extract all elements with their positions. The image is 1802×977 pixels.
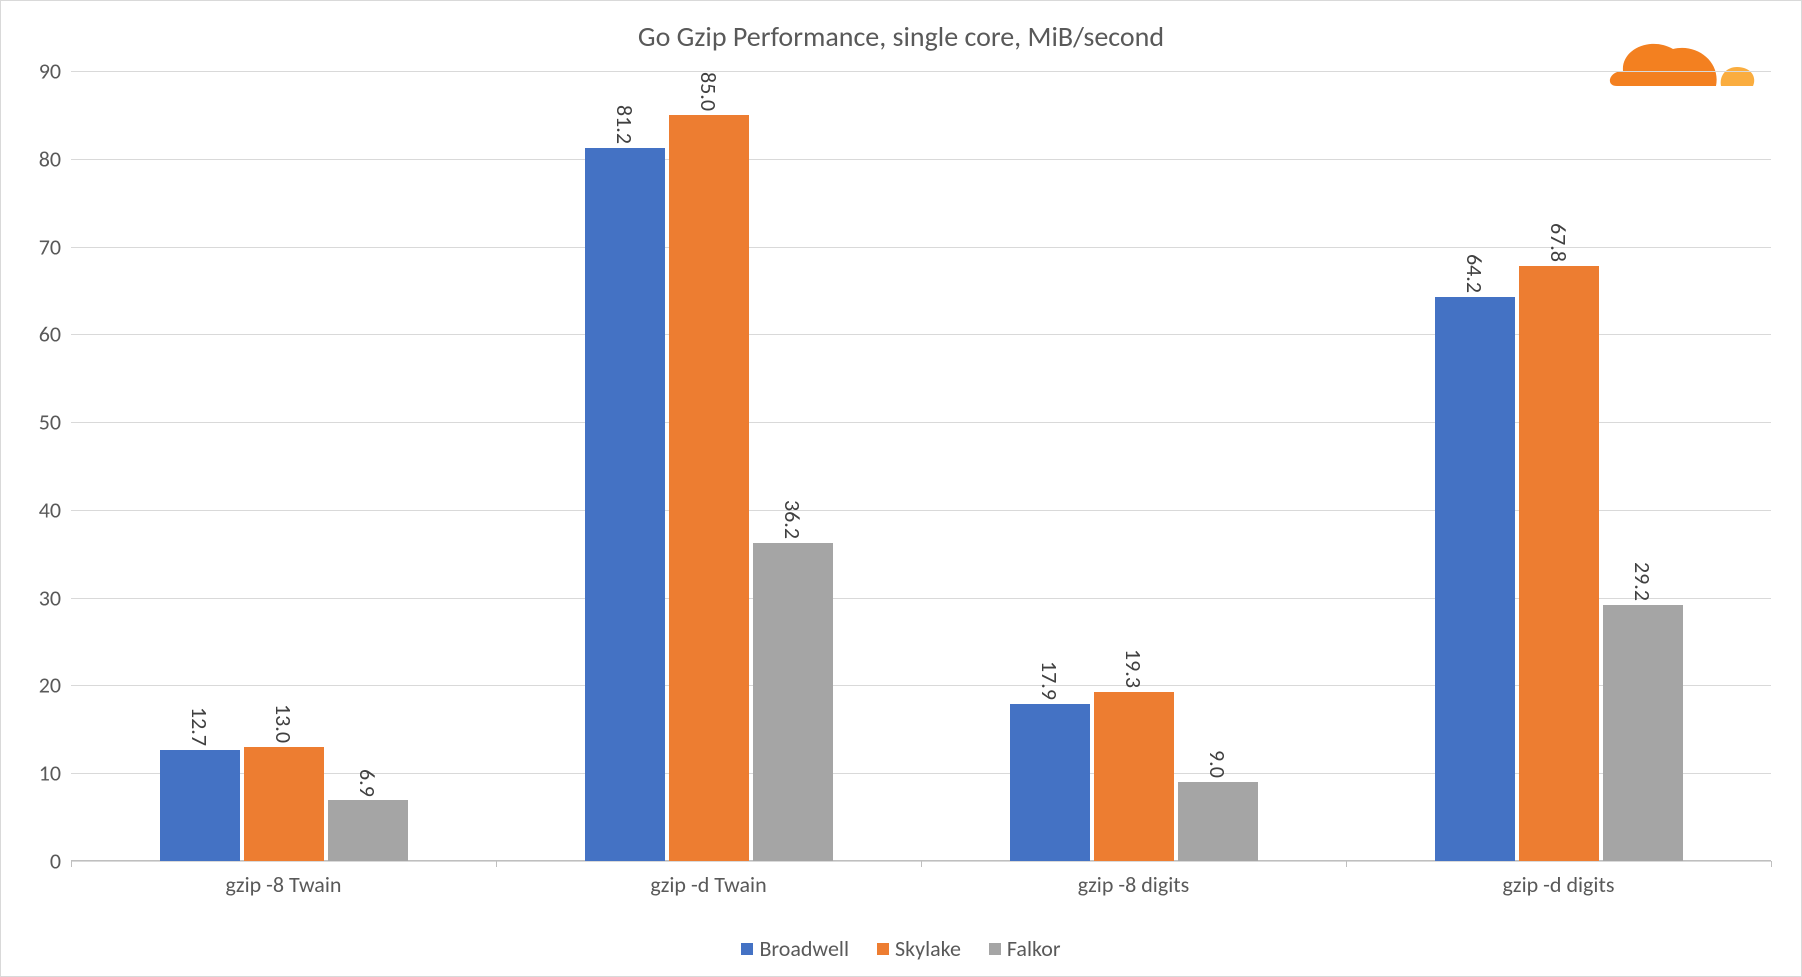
bar: 17.9	[1010, 704, 1090, 861]
data-label: 9.0	[1204, 750, 1231, 778]
bar: 12.7	[160, 750, 240, 861]
legend-label: Falkor	[1007, 935, 1061, 962]
data-label: 36.2	[779, 500, 806, 539]
data-label: 64.2	[1461, 254, 1488, 293]
gridline	[71, 159, 1771, 160]
gridline	[71, 510, 1771, 511]
bar: 85.0	[669, 115, 749, 861]
y-tick-label: 20	[11, 672, 61, 699]
x-tick-label: gzip -d Twain	[650, 871, 766, 898]
y-tick-label: 90	[11, 58, 61, 85]
y-tick-label: 70	[11, 233, 61, 260]
legend-item: Broadwell	[741, 935, 849, 962]
bar: 9.0	[1178, 782, 1258, 861]
y-tick-label: 30	[11, 584, 61, 611]
x-tick-label: gzip -d digits	[1503, 871, 1615, 898]
gridline	[71, 247, 1771, 248]
legend-label: Broadwell	[759, 935, 849, 962]
bar: 64.2	[1435, 297, 1515, 861]
data-label: 29.2	[1629, 562, 1656, 601]
legend-label: Skylake	[895, 935, 961, 962]
y-tick-label: 80	[11, 145, 61, 172]
data-label: 67.8	[1545, 223, 1572, 262]
data-label: 81.2	[611, 105, 638, 144]
chart-title-text: Go Gzip Performance, single core, MiB/se…	[638, 19, 1164, 54]
legend: Broadwell Skylake Falkor	[1, 935, 1801, 962]
x-tick-label: gzip -8 Twain	[226, 871, 342, 898]
gridline	[71, 71, 1771, 72]
x-tick	[71, 861, 72, 867]
y-tick-label: 50	[11, 409, 61, 436]
x-tick	[1346, 861, 1347, 867]
legend-swatch	[989, 943, 1001, 955]
bar: 81.2	[585, 148, 665, 861]
data-label: 17.9	[1036, 661, 1063, 700]
data-label: 19.3	[1120, 649, 1147, 688]
y-tick-label: 10	[11, 760, 61, 787]
gridline	[71, 422, 1771, 423]
x-tick	[1771, 861, 1772, 867]
y-tick-label: 0	[11, 848, 61, 875]
legend-swatch	[741, 943, 753, 955]
legend-item: Skylake	[877, 935, 961, 962]
y-tick-label: 40	[11, 496, 61, 523]
bar: 67.8	[1519, 266, 1599, 861]
data-label: 12.7	[186, 707, 213, 746]
chart-container: Go Gzip Performance, single core, MiB/se…	[1, 1, 1801, 976]
legend-item: Falkor	[989, 935, 1061, 962]
bar: 6.9	[328, 800, 408, 861]
y-tick-label: 60	[11, 321, 61, 348]
legend-swatch	[877, 943, 889, 955]
gridline	[71, 598, 1771, 599]
bar: 13.0	[244, 747, 324, 861]
x-tick-label: gzip -8 digits	[1078, 871, 1189, 898]
chart-title: Go Gzip Performance, single core, MiB/se…	[1, 19, 1801, 54]
bar: 29.2	[1603, 605, 1683, 861]
data-label: 6.9	[354, 769, 381, 797]
plot-area: 0102030405060708090gzip -8 Twain12.713.0…	[71, 71, 1771, 861]
bar: 36.2	[753, 543, 833, 861]
x-tick	[921, 861, 922, 867]
bar: 19.3	[1094, 692, 1174, 861]
gridline	[71, 773, 1771, 774]
gridline	[71, 685, 1771, 686]
data-label: 85.0	[695, 72, 722, 111]
gridline	[71, 334, 1771, 335]
data-label: 13.0	[270, 704, 297, 743]
x-tick	[496, 861, 497, 867]
